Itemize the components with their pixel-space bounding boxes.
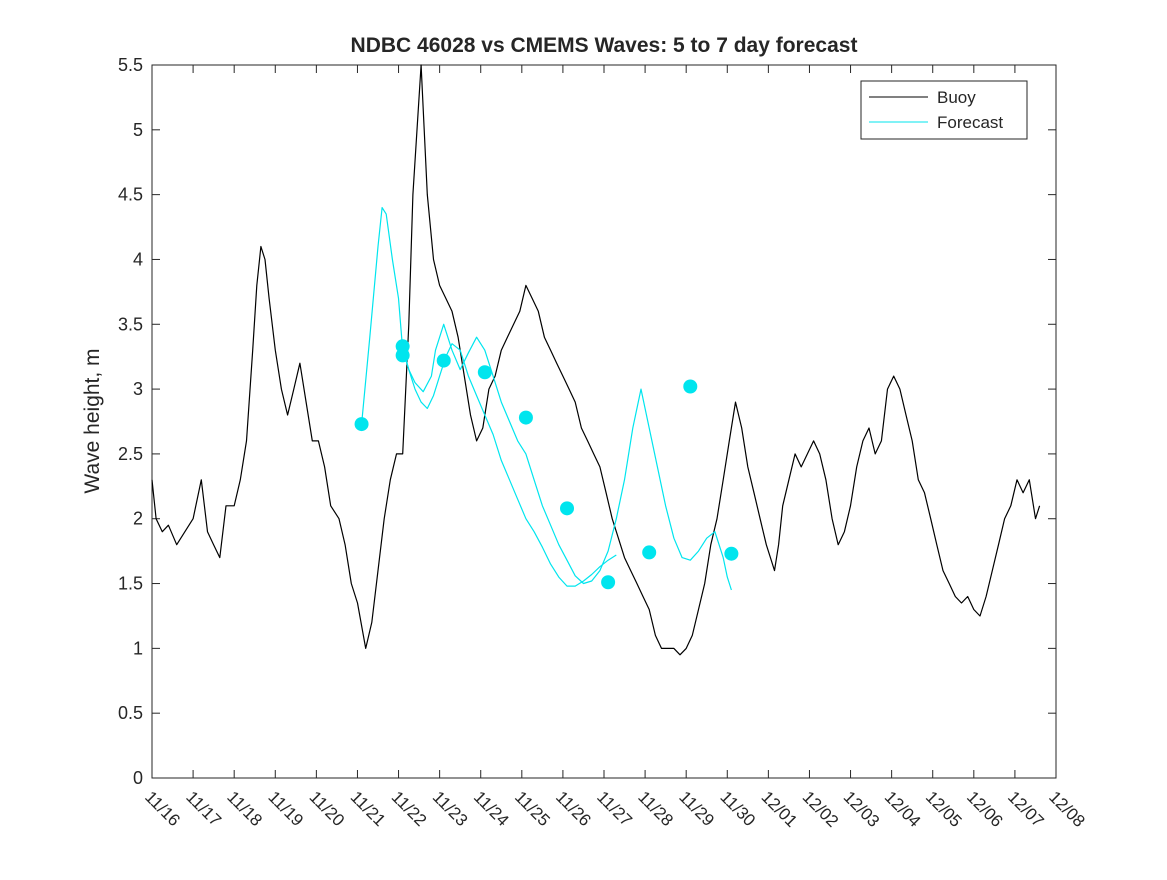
- y-tick-label: 2.5: [118, 444, 143, 464]
- plot-area: [151, 64, 1057, 779]
- series-line-buoy-0: [151, 64, 1041, 656]
- y-axis: 0 0.5 1 1.5 2 2.5 3 3.5 4 4.5 5 5.5: [118, 55, 1056, 788]
- legend-buoy-label: Buoy: [937, 88, 976, 107]
- y-tick-label: 1.5: [118, 574, 143, 594]
- forecast-marker: [560, 501, 575, 516]
- y-tick-label: 5.5: [118, 55, 143, 75]
- forecast-markers: [354, 339, 739, 590]
- y-tick-label: 1: [133, 638, 143, 658]
- legend-forecast-label: Forecast: [937, 113, 1003, 132]
- chart-title: NDBC 46028 vs CMEMS Waves: 5 to 7 day fo…: [351, 34, 858, 57]
- y-tick-label: 2: [133, 509, 143, 529]
- y-tick-label: 0: [133, 768, 143, 788]
- y-tick-label: 5: [133, 120, 143, 140]
- forecast-marker: [642, 545, 657, 560]
- y-tick-label: 3.5: [118, 314, 143, 334]
- y-tick-label: 3: [133, 379, 143, 399]
- forecast-marker: [436, 353, 451, 368]
- legend-box: [860, 80, 1028, 140]
- series-line-forecast-2: [402, 343, 617, 587]
- forecast-marker: [601, 575, 616, 590]
- forecast-marker: [724, 546, 739, 561]
- forecast-marker: [395, 348, 410, 363]
- forecast-marker: [518, 410, 533, 425]
- y-tick-label: 0.5: [118, 703, 143, 723]
- y-tick-label: 4.5: [118, 185, 143, 205]
- forecast-marker: [354, 417, 369, 432]
- y-tick-label: 4: [133, 249, 143, 269]
- legend: Buoy Forecast: [860, 80, 1028, 140]
- forecast-marker: [683, 379, 698, 394]
- y-axis-label: Wave height, m: [81, 348, 104, 493]
- forecast-marker: [477, 365, 492, 380]
- series-layer: [151, 64, 1041, 656]
